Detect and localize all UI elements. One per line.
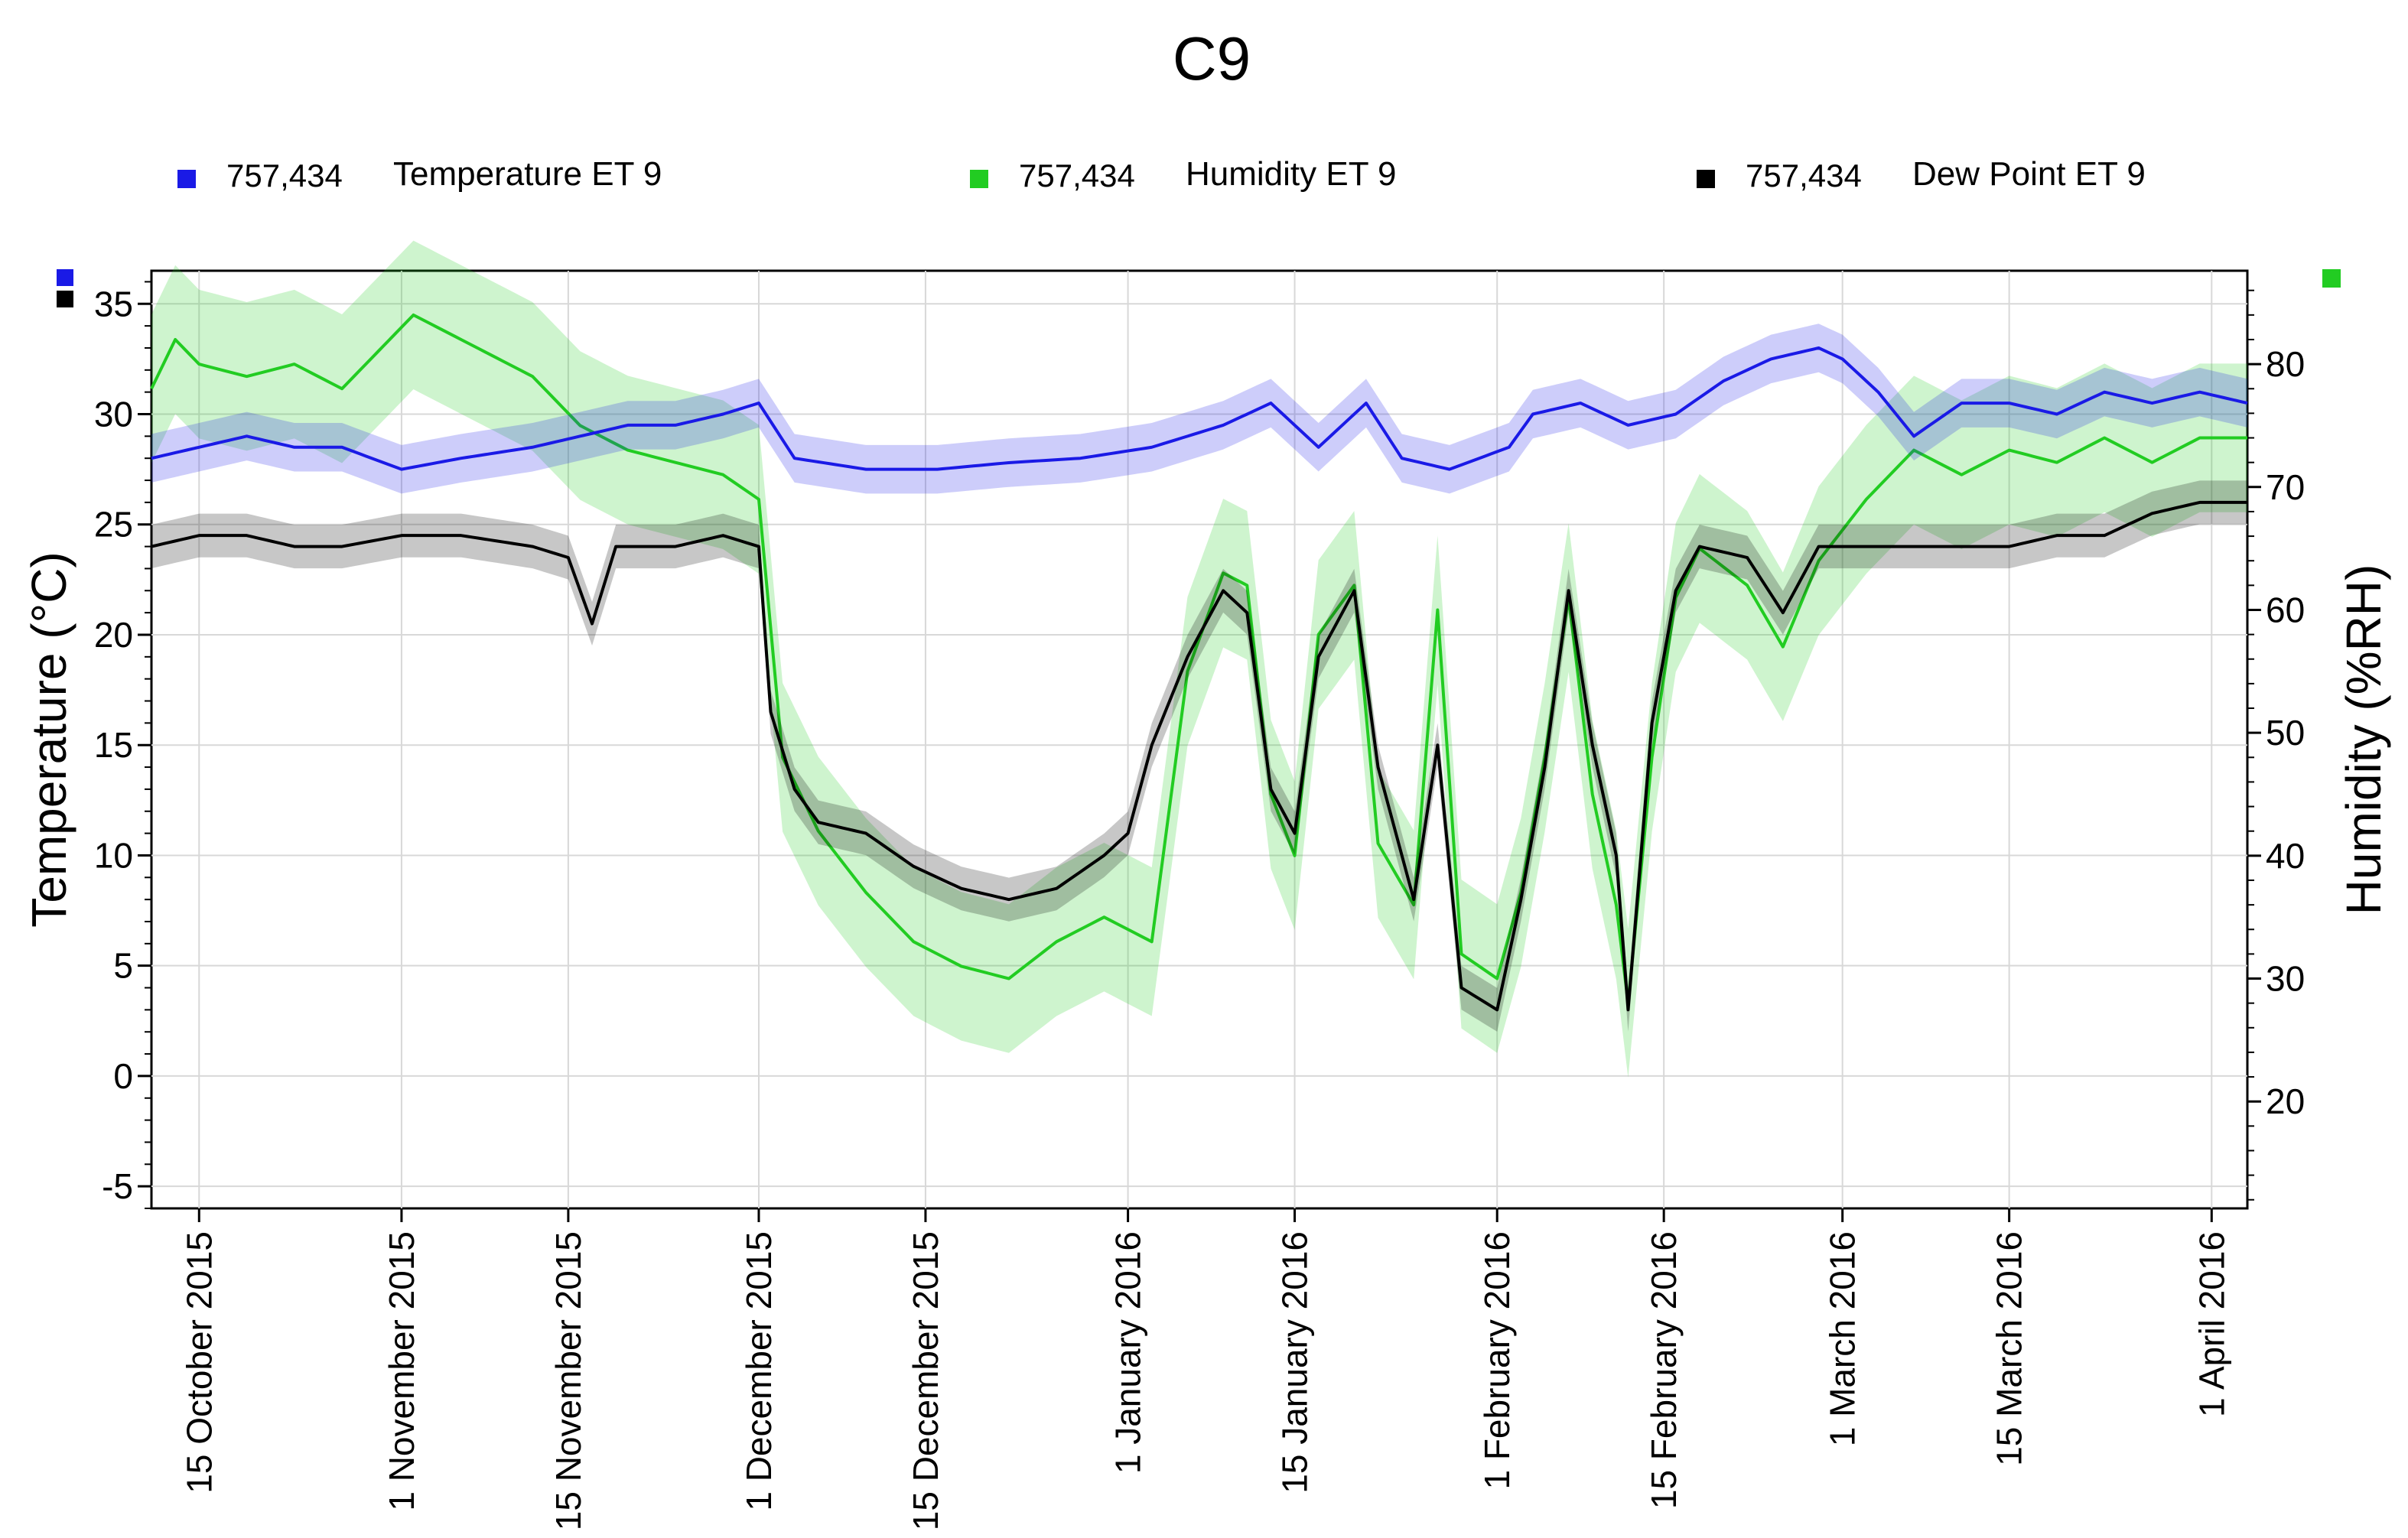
y-tick-label-left: 0 [113, 1056, 133, 1096]
y-tick-label-left: -5 [102, 1166, 133, 1206]
x-tick-label: 1 April 2016 [2192, 1231, 2231, 1417]
x-tick-label: 15 March 2016 [1990, 1231, 2029, 1466]
legend-count-humidity: 757,434 [1019, 158, 1135, 193]
series-line-temperature [151, 346, 2248, 471]
chart-title: C9 [1173, 24, 1251, 93]
y-tick-label-left: 10 [94, 835, 133, 875]
y-axis-label-right: Humidity (%RH) [2336, 564, 2391, 915]
legend-label-temperature: Temperature ET 9 [393, 155, 662, 193]
x-tick-label: 1 February 2016 [1477, 1231, 1517, 1490]
y-tick-label-left: 20 [94, 615, 133, 655]
x-tick-label: 1 January 2016 [1108, 1231, 1148, 1474]
y-tick-label-right: 80 [2266, 344, 2305, 384]
x-tick-label: 15 October 2015 [179, 1231, 219, 1494]
x-tick-label: 15 January 2016 [1275, 1231, 1315, 1494]
left-axis-dewpoint-marker [57, 291, 73, 307]
x-tick-label: 1 November 2015 [382, 1231, 421, 1511]
x-tick-label: 15 December 2015 [906, 1231, 945, 1530]
series-band-dew [151, 480, 2247, 1032]
plot-frame [150, 269, 2249, 1210]
y-tick-label-left: 25 [94, 505, 133, 545]
y-tick-label-left: 5 [113, 946, 133, 986]
legend-count-dewpoint: 757,434 [1746, 158, 1862, 193]
x-tick-label: 15 November 2015 [548, 1231, 588, 1530]
plot-area [150, 240, 2249, 1210]
legend-label-humidity: Humidity ET 9 [1186, 155, 1397, 193]
legend-count-temperature: 757,434 [226, 158, 343, 193]
legend: 757,434 Temperature ET 9 757,434 Humidity E… [177, 155, 2146, 193]
y-tick-label-right: 50 [2266, 713, 2305, 753]
y-tick-label-right: 30 [2266, 959, 2305, 999]
y-tick-label-right: 70 [2266, 467, 2305, 507]
y-tick-label-left: 35 [94, 284, 133, 324]
x-tick-label: 1 March 2016 [1823, 1231, 1863, 1446]
series-line-dew [151, 500, 2247, 1012]
left-axis: -5 0 5 10 15 20 25 30 35 [94, 281, 151, 1209]
x-axis: 15 October 2015 1 November 2015 15 Novembe… [179, 1208, 2231, 1530]
y-tick-label-right: 20 [2266, 1081, 2305, 1121]
right-axis-humidity-marker [2322, 269, 2341, 288]
y-tick-label-left: 15 [94, 725, 133, 765]
legend-label-dewpoint: Dew Point ET 9 [1912, 155, 2146, 193]
series-layer [150, 240, 2248, 1078]
legend-swatch-humidity [970, 170, 988, 188]
y-axis-label-left: Temperature (°C) [21, 551, 76, 928]
x-tick-label: 15 February 2016 [1644, 1231, 1684, 1509]
legend-swatch-temperature [177, 170, 196, 188]
right-axis: 20 30 40 50 60 70 80 [2247, 289, 2305, 1201]
series-line-humidity [150, 313, 2247, 1005]
y-tick-label-left: 30 [94, 395, 133, 434]
y-tick-label-right: 60 [2266, 590, 2305, 629]
x-tick-label: 1 December 2015 [739, 1231, 779, 1511]
gridlines [151, 271, 2247, 1208]
series-band-humidity [151, 240, 2247, 1078]
series-band-temperature [151, 324, 2247, 494]
legend-swatch-dewpoint [1697, 170, 1715, 188]
left-axis-temperature-marker [57, 269, 73, 286]
y-tick-label-right: 40 [2266, 836, 2305, 876]
